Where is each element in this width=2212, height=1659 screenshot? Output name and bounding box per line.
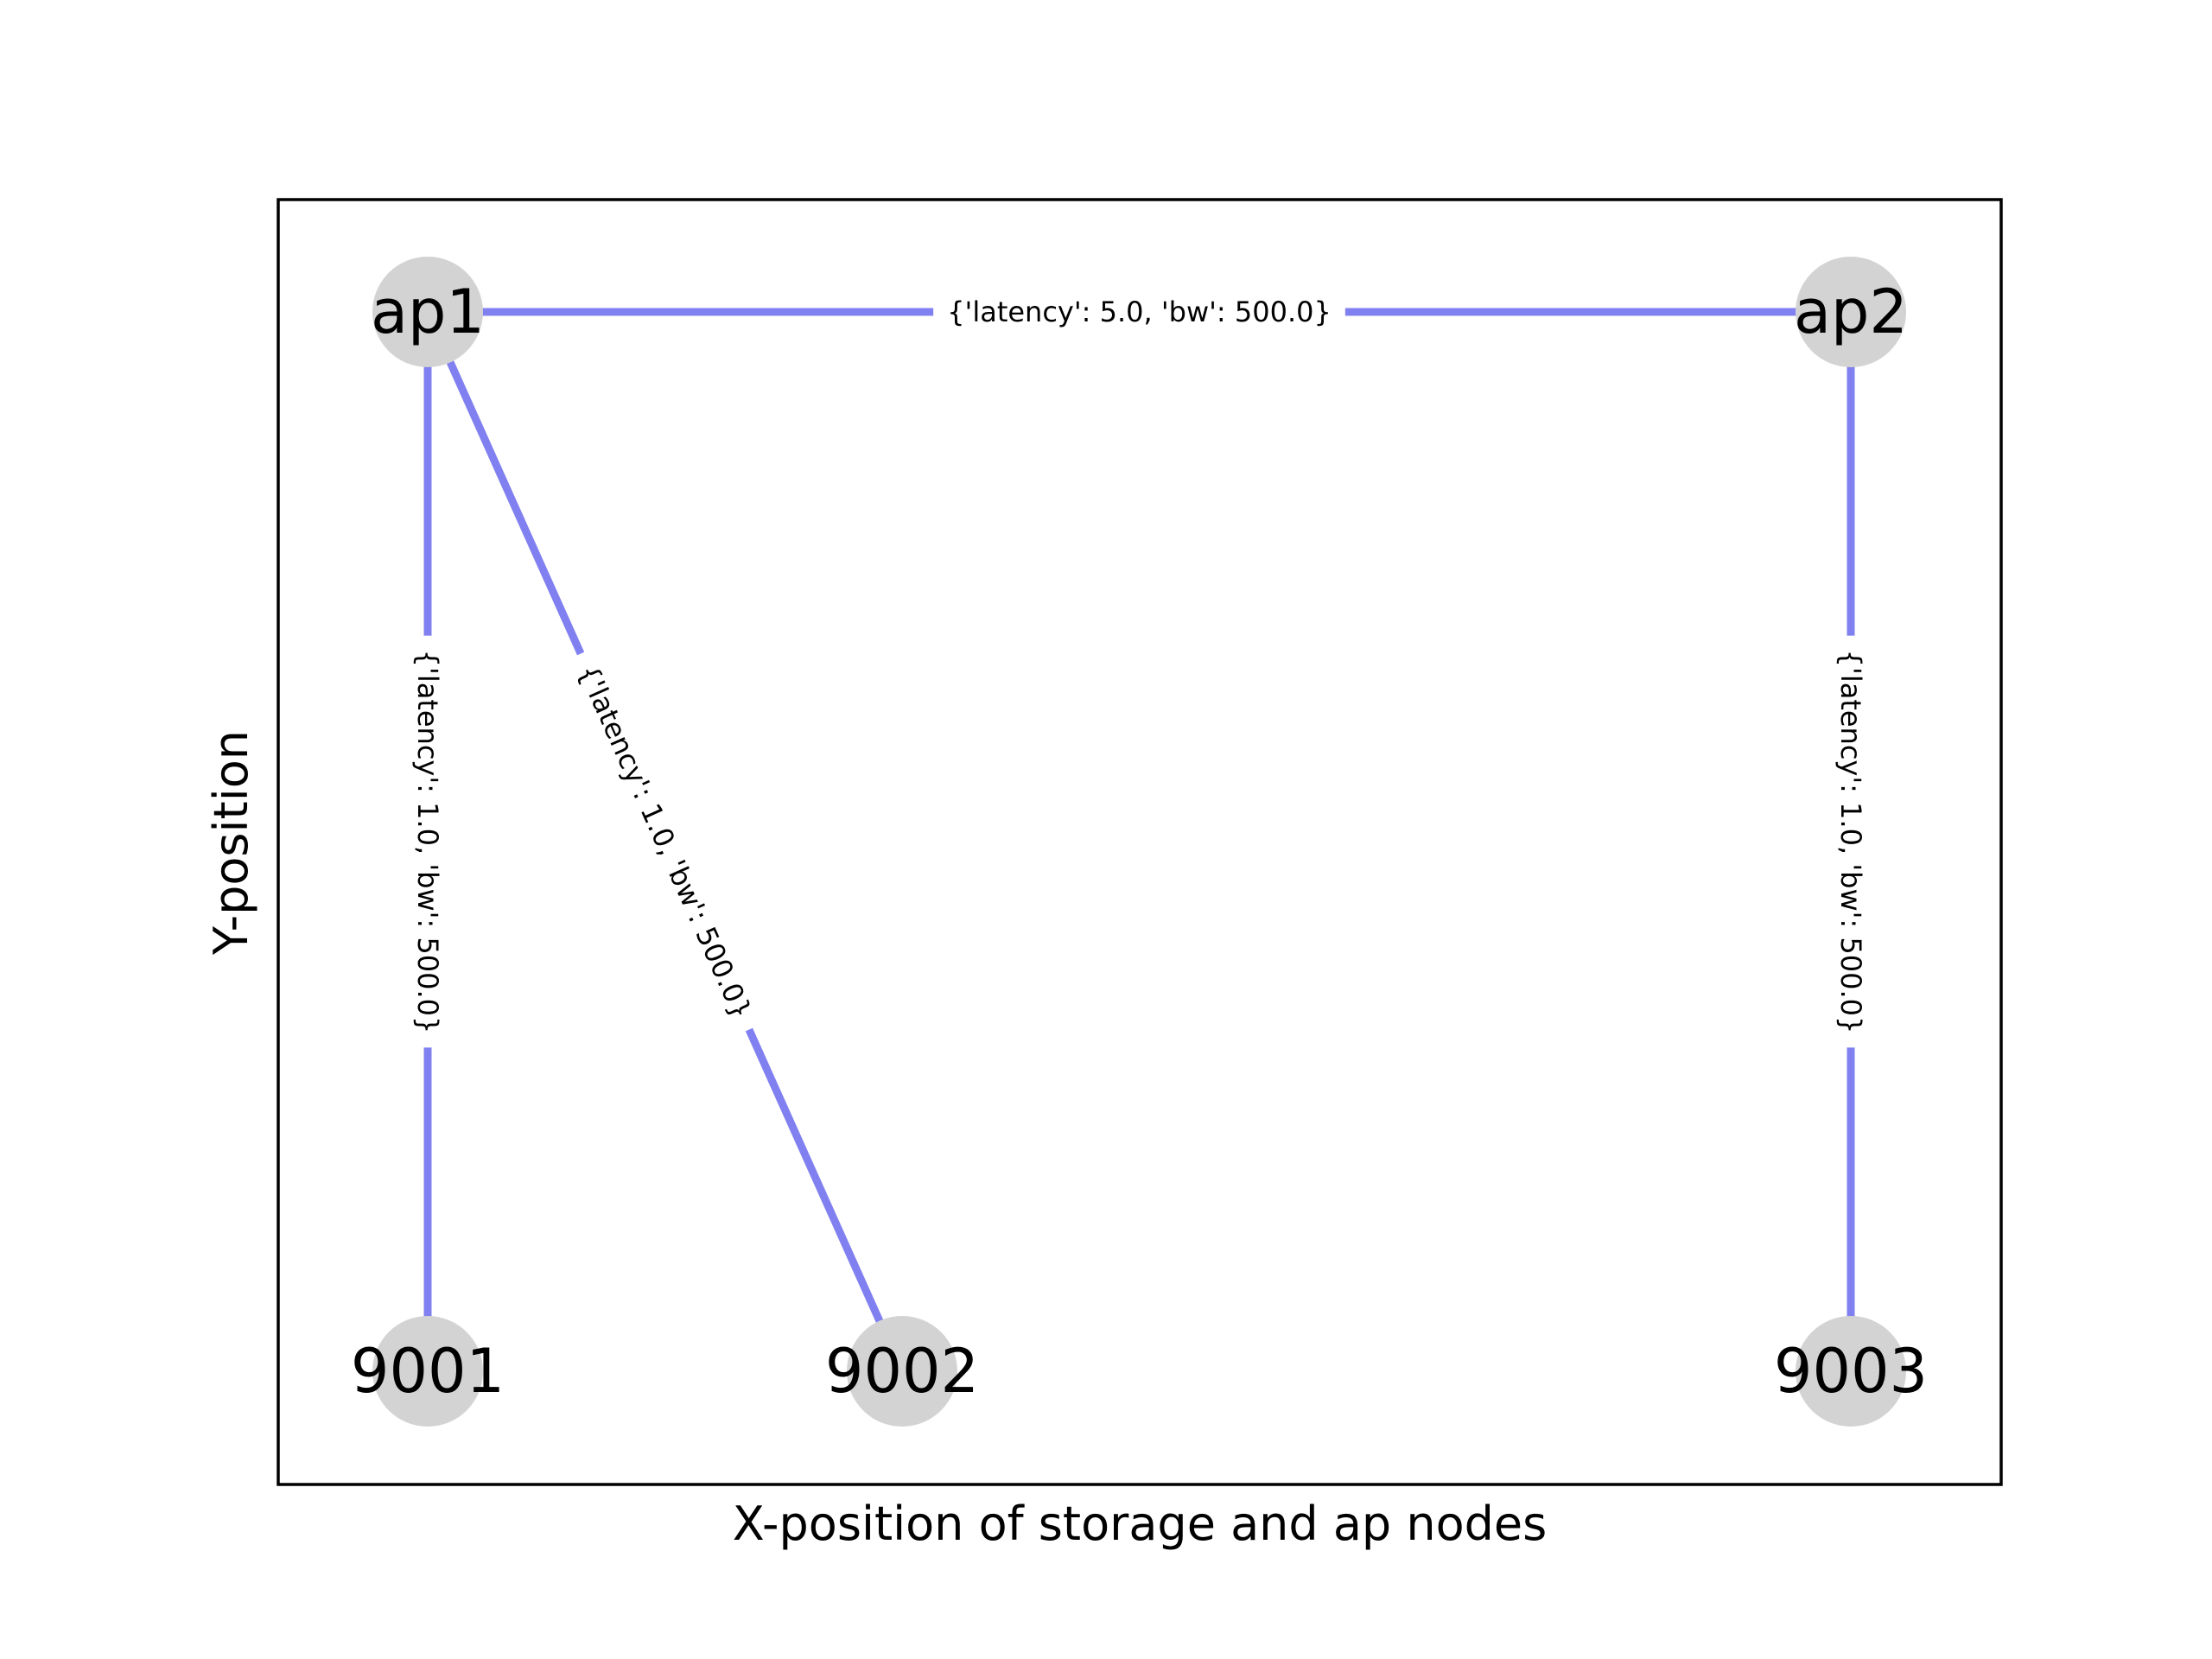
edge-label-text: {'latency': 5.0, 'bw': 500.0} <box>947 296 1332 328</box>
node-circle <box>847 1316 957 1427</box>
node-circle <box>1796 1316 1906 1427</box>
x-axis-label: X-position of storage and ap nodes <box>733 1497 1548 1551</box>
node-label: 9003 <box>1774 1336 1928 1407</box>
node-label: 9001 <box>351 1336 505 1407</box>
node-circle <box>1796 257 1906 367</box>
y-axis-label: Y-position <box>204 730 258 956</box>
edge-label-ap2-9003: {'latency': 1.0, 'bw': 500.0} <box>1834 635 1868 1048</box>
edge-label-background <box>410 635 445 1048</box>
node-label: 9002 <box>825 1336 979 1407</box>
node-label: ap1 <box>371 276 485 347</box>
node-9002: 9002 <box>825 1316 979 1427</box>
edge-label-ap1-ap2: {'latency': 5.0, 'bw': 500.0} <box>933 295 1345 329</box>
node-9003: 9003 <box>1774 1316 1928 1427</box>
node-ap1: ap1 <box>371 257 485 367</box>
edge-label-text: {'latency': 1.0, 'bw': 500.0} <box>411 650 444 1034</box>
node-circle <box>372 257 483 367</box>
nodes-layer: ap1 ap2 9001 9002 9003 <box>351 257 1928 1427</box>
edge-label-background <box>564 646 766 1037</box>
edge-labels-layer: {'latency': 5.0, 'bw': 500.0} {'latency':… <box>410 295 1868 1048</box>
edge-label-text: {'latency': 1.0, 'bw': 500.0} <box>1834 650 1867 1034</box>
edge-label-background <box>933 295 1345 329</box>
edge-label-ap1-9001: {'latency': 1.0, 'bw': 500.0} <box>410 635 445 1048</box>
plot-frame <box>276 198 2003 1486</box>
edge-label-background <box>1834 635 1868 1048</box>
node-circle <box>372 1316 483 1427</box>
node-label: ap2 <box>1794 276 1908 347</box>
node-9001: 9001 <box>351 1316 505 1427</box>
node-ap2: ap2 <box>1794 257 1908 367</box>
